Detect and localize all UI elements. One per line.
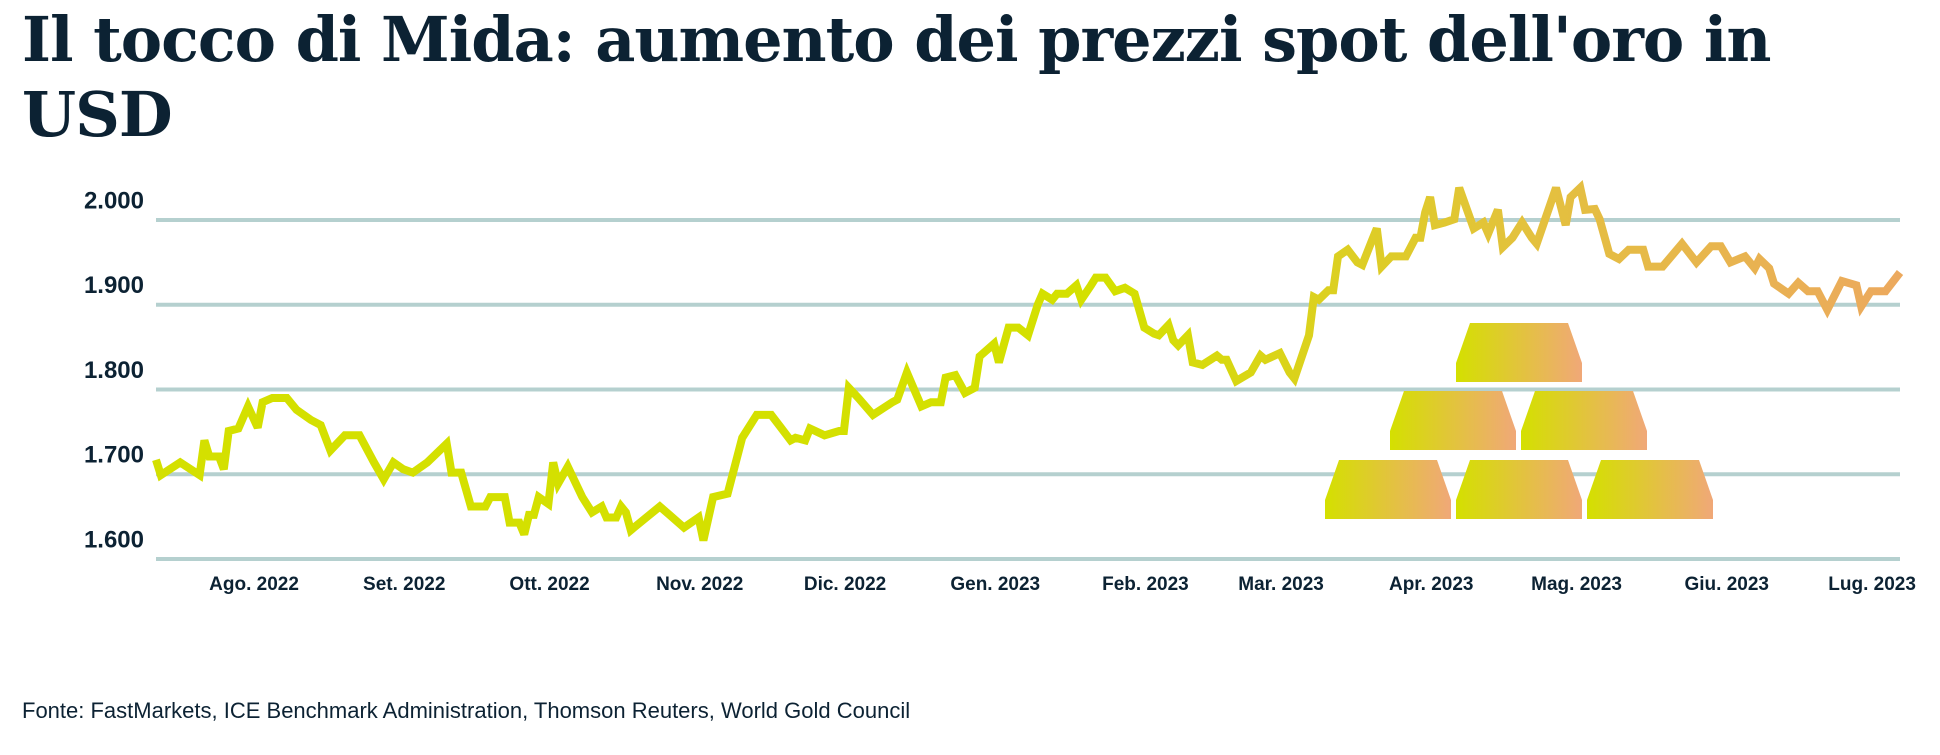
x-tick-label: Giu. 2023 [1685, 574, 1770, 595]
y-tick-label: 2.000 [84, 187, 144, 214]
gold-bar-icon [1521, 391, 1647, 450]
x-tick-label: Nov. 2022 [656, 574, 743, 595]
x-tick-label: Mag. 2023 [1531, 574, 1622, 595]
y-tick-label: 1.600 [84, 526, 144, 553]
x-tick-label: Set. 2022 [363, 574, 445, 595]
gold-bars-pyramid-icon [1325, 323, 1713, 519]
y-axis-labels: 2.000 1.900 1.800 1.700 1.600 [84, 187, 144, 553]
x-tick-label: Dic. 2022 [804, 574, 886, 595]
x-tick-label: Ott. 2022 [509, 574, 589, 595]
source-note: Fonte: FastMarkets, ICE Benchmark Admini… [22, 698, 911, 723]
gold-bar-icon [1390, 391, 1516, 450]
gold-price-line [152, 179, 1904, 542]
y-tick-label: 1.800 [84, 357, 144, 384]
gold-bar-icon [1587, 460, 1713, 519]
y-tick-label: 1.700 [84, 442, 144, 469]
x-tick-label: Mar. 2023 [1238, 574, 1324, 595]
y-tick-label: 1.900 [84, 272, 144, 299]
x-tick-label: Feb. 2023 [1102, 574, 1189, 595]
gold-bar-icon [1456, 460, 1582, 519]
x-axis-labels: Ago. 2022 Set. 2022 Ott. 2022 Nov. 2022 Dic.… [209, 574, 1916, 595]
x-tick-label: Lug. 2023 [1828, 574, 1916, 595]
chart-title: Il tocco di Mida: aumento dei prezzi spo… [22, 3, 1771, 151]
gold-bar-icon [1456, 323, 1582, 382]
x-tick-label: Apr. 2023 [1389, 574, 1474, 595]
x-tick-label: Ago. 2022 [209, 574, 299, 595]
x-tick-label: Gen. 2023 [950, 574, 1040, 595]
gold-bar-icon [1325, 460, 1451, 519]
